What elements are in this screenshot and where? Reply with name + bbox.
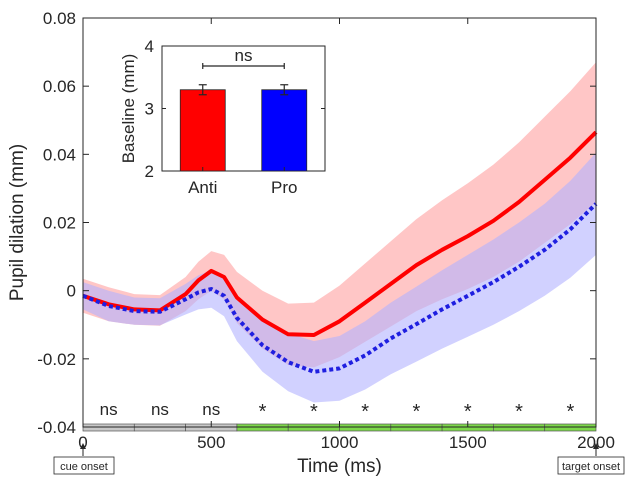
sig-label-0: ns — [100, 400, 118, 419]
annot-arrowhead-1 — [593, 443, 599, 449]
x-tick-label-0: 0 — [78, 433, 87, 452]
series-lines — [82, 130, 598, 374]
sig-label-2: ns — [202, 400, 220, 419]
series-1-line — [82, 202, 598, 374]
series-1-band — [83, 152, 596, 403]
sig-label-5: * — [361, 401, 369, 423]
inset-y-axis-label: Baseline (mm) — [119, 54, 138, 164]
series-0-line — [82, 130, 598, 337]
annot-text-1: target onset — [562, 461, 620, 473]
y-tick-label-1: -0.02 — [37, 350, 76, 369]
confidence-bands — [83, 62, 596, 403]
y-tick-label-4: 0.04 — [43, 145, 76, 164]
annot-box-0 — [53, 456, 115, 475]
sig-label-8: * — [515, 401, 523, 423]
sig-label-7: * — [464, 401, 472, 423]
x-tick-label-2: 1000 — [321, 433, 359, 452]
sig-label-9: * — [566, 401, 574, 423]
x-tick-label-3: 1500 — [449, 433, 487, 452]
main-axes: 0 500 1000 1500 2000 -0.04 -0.02 0 0.02 0.04 0.06 0… — [7, 9, 615, 477]
sig-label-3: * — [259, 401, 267, 423]
inset-y-tick-label-0: 2 — [145, 162, 154, 181]
inset-bar-anti — [179, 89, 226, 172]
annot-box-1 — [557, 456, 625, 475]
inset-y-tick-label-1: 3 — [145, 100, 154, 119]
inset-comparison-label: ns — [235, 46, 253, 65]
y-tick-label-5: 0.06 — [43, 77, 76, 96]
y-axis-label: Pupil dilation (mm) — [7, 144, 28, 301]
x-tick-label-4: 2000 — [577, 433, 615, 452]
y-tick-label-6: 0.08 — [43, 9, 76, 28]
sig-label-1: ns — [151, 400, 169, 419]
sig-label-6: * — [413, 401, 421, 423]
inset-x-label-pro: Pro — [271, 178, 297, 197]
sig-label-4: * — [310, 401, 318, 423]
baseline-inset: 2 3 4 Anti Pro ns Baseline (mm) — [119, 37, 326, 197]
annot-text-0: cue onset — [60, 461, 108, 473]
inset-x-label-anti: Anti — [188, 178, 217, 197]
series-0-band — [83, 62, 596, 368]
y-tick-label-3: 0.02 — [43, 214, 76, 233]
inset-bar-pro — [261, 89, 308, 172]
y-tick-label-0: -0.04 — [37, 418, 76, 437]
x-tick-label-1: 500 — [197, 433, 225, 452]
annot-arrowhead-0 — [80, 443, 86, 449]
inset-y-tick-label-2: 4 — [145, 37, 154, 56]
x-axis-label: Time (ms) — [297, 456, 382, 477]
onset-annotations: cue onset target onset — [53, 443, 625, 475]
y-tick-label-2: 0 — [67, 282, 76, 301]
